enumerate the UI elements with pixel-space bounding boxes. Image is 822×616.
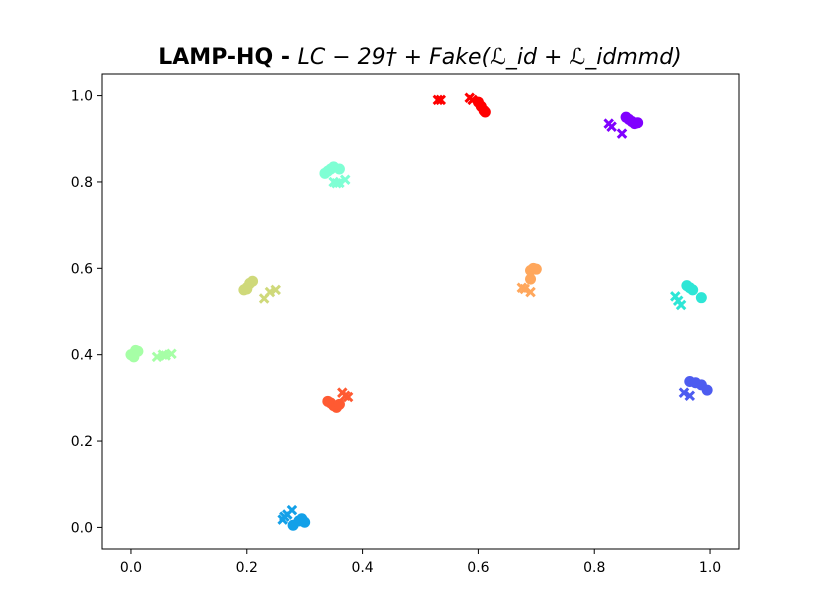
- cluster-5: [516, 262, 542, 298]
- data-points: [125, 92, 713, 531]
- cluster-4: [238, 275, 281, 304]
- cross-point: [684, 390, 696, 401]
- y-tick-label: 0.4: [71, 348, 93, 364]
- cross-point: [160, 350, 171, 361]
- cross-point: [279, 511, 290, 522]
- y-tick-label: 0.6: [71, 261, 93, 277]
- x-axis-ticks: 0.0 0.2 0.4 0.6 0.8 1.0: [120, 549, 721, 576]
- circle-point: [632, 117, 644, 129]
- cluster-9: [322, 387, 354, 413]
- circle-point: [333, 398, 345, 410]
- circle-point: [525, 273, 537, 285]
- circle-point: [333, 163, 345, 175]
- cross-point: [270, 284, 281, 296]
- cross-point: [435, 94, 447, 106]
- cross-point: [616, 128, 628, 139]
- circle-point: [530, 263, 542, 275]
- chart-title: LAMP-HQ - LC − 29† + Fake(ℒ_id + ℒ_idmmd…: [158, 45, 682, 70]
- cross-point: [339, 174, 351, 186]
- cross-point: [342, 391, 354, 403]
- x-tick-label: 0.6: [467, 560, 489, 576]
- cross-point: [606, 121, 617, 132]
- x-tick-label: 1.0: [699, 560, 721, 576]
- cross-point: [519, 283, 530, 295]
- cluster-8: [678, 375, 713, 401]
- cross-point: [432, 94, 444, 106]
- cross-point: [678, 387, 690, 398]
- circle-point: [299, 516, 311, 528]
- cluster-1: [432, 92, 491, 118]
- cross-point: [286, 504, 298, 516]
- circle-point: [695, 292, 707, 304]
- x-tick-label: 0.2: [236, 560, 258, 576]
- cross-point: [331, 177, 342, 189]
- circle-point: [241, 283, 253, 295]
- y-tick-label: 0.0: [71, 520, 93, 536]
- y-tick-label: 0.8: [71, 175, 93, 191]
- y-tick-label: 0.2: [71, 434, 93, 450]
- y-tick-label: 1.0: [71, 89, 93, 105]
- x-tick-label: 0.8: [583, 560, 605, 576]
- chart-title-math: LC − 29† + Fake(ℒ_id + ℒ_idmmd): [298, 45, 682, 70]
- plot-area-frame: [101, 73, 740, 550]
- circle-point: [701, 384, 713, 396]
- y-axis-ticks: 0.0 0.2 0.4 0.6 0.8 1.0: [71, 89, 102, 536]
- circle-point: [132, 345, 144, 357]
- x-tick-label: 0.0: [120, 560, 142, 576]
- cluster-10: [277, 504, 311, 531]
- circle-point: [479, 106, 491, 118]
- chart-title-bold: LAMP-HQ -: [158, 45, 297, 70]
- cluster-3: [319, 161, 351, 189]
- cluster-6: [670, 280, 707, 311]
- cross-point: [675, 299, 687, 311]
- cluster-2: [603, 111, 644, 139]
- cluster-7: [125, 344, 177, 363]
- x-tick-label: 0.4: [351, 560, 373, 576]
- circle-point: [687, 284, 699, 296]
- cross-point: [334, 177, 345, 189]
- cross-point: [525, 286, 536, 298]
- circle-point: [247, 275, 259, 287]
